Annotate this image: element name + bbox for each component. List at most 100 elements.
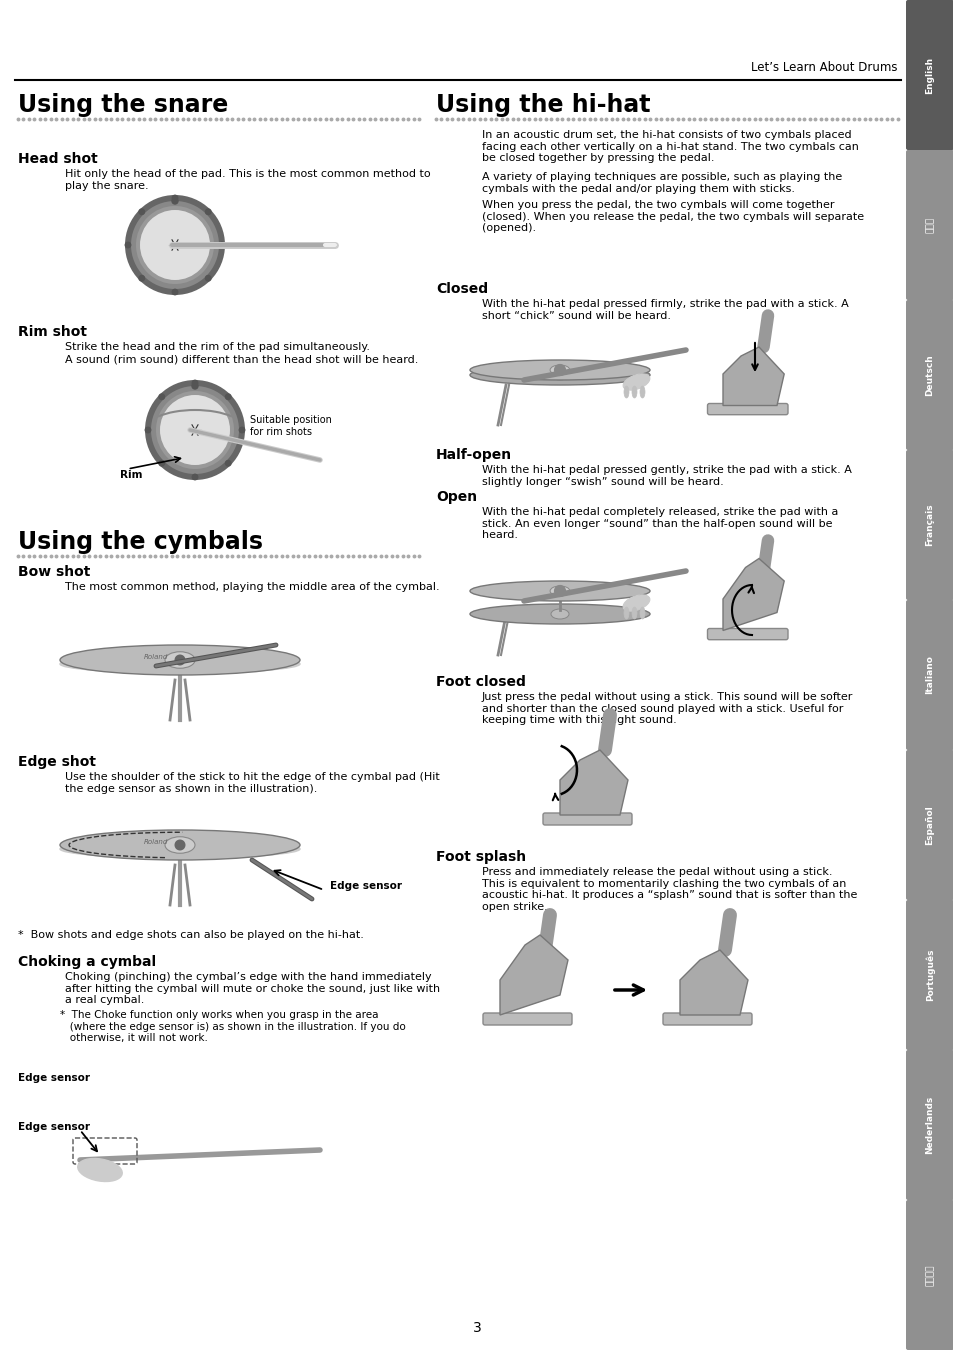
- Circle shape: [125, 194, 225, 296]
- Circle shape: [145, 379, 245, 481]
- Circle shape: [140, 211, 210, 279]
- Text: Use the shoulder of the stick to hit the edge of the cymbal pad (Hit
the edge se: Use the shoulder of the stick to hit the…: [65, 772, 439, 794]
- Circle shape: [193, 381, 197, 386]
- Text: In an acoustic drum set, the hi-hat consists of two cymbals placed
facing each o: In an acoustic drum set, the hi-hat cons…: [481, 130, 858, 163]
- Text: Using the snare: Using the snare: [18, 93, 228, 117]
- Ellipse shape: [631, 608, 637, 620]
- Text: Strike the head and the rim of the pad simultaneously.: Strike the head and the rim of the pad s…: [65, 342, 370, 352]
- Text: 简体中文: 简体中文: [924, 1264, 934, 1285]
- Circle shape: [219, 242, 225, 248]
- Ellipse shape: [551, 370, 568, 379]
- Text: Italiano: Italiano: [924, 656, 934, 694]
- Text: Closed: Closed: [436, 282, 488, 296]
- Ellipse shape: [551, 609, 568, 620]
- FancyBboxPatch shape: [905, 300, 953, 450]
- Text: Head shot: Head shot: [18, 153, 97, 166]
- Circle shape: [172, 196, 177, 201]
- Text: Foot splash: Foot splash: [436, 850, 525, 864]
- Text: A sound (rim sound) different than the head shot will be heard.: A sound (rim sound) different than the h…: [65, 355, 418, 364]
- FancyBboxPatch shape: [482, 1012, 572, 1025]
- Text: Rim: Rim: [120, 470, 142, 481]
- Text: Português: Português: [924, 949, 934, 1002]
- FancyBboxPatch shape: [905, 1200, 953, 1350]
- Ellipse shape: [165, 652, 194, 668]
- Circle shape: [125, 242, 131, 248]
- Ellipse shape: [470, 580, 649, 601]
- Text: 3: 3: [472, 1322, 481, 1335]
- Circle shape: [160, 396, 230, 464]
- Circle shape: [172, 289, 177, 294]
- Text: With the hi-hat pedal pressed firmly, strike the pad with a stick. A
short “chic: With the hi-hat pedal pressed firmly, st…: [481, 298, 848, 320]
- FancyBboxPatch shape: [905, 1050, 953, 1200]
- Circle shape: [131, 201, 219, 289]
- Circle shape: [225, 394, 231, 400]
- Text: Choking a cymbal: Choking a cymbal: [18, 954, 156, 969]
- Ellipse shape: [470, 603, 649, 624]
- FancyBboxPatch shape: [905, 450, 953, 599]
- Ellipse shape: [60, 645, 299, 675]
- Circle shape: [139, 275, 144, 281]
- Text: Choking (pinching) the cymbal’s edge with the hand immediately
after hitting the: Choking (pinching) the cymbal’s edge wit…: [65, 972, 439, 1006]
- Polygon shape: [722, 559, 783, 630]
- Text: Let’s Learn About Drums: Let’s Learn About Drums: [751, 61, 897, 74]
- Text: Edge sensor: Edge sensor: [18, 1073, 90, 1083]
- Circle shape: [193, 474, 197, 479]
- Circle shape: [136, 207, 213, 284]
- Text: Español: Español: [924, 805, 934, 845]
- FancyBboxPatch shape: [905, 900, 953, 1050]
- Circle shape: [139, 209, 144, 215]
- Text: Open: Open: [436, 490, 476, 504]
- Text: Edge sensor: Edge sensor: [18, 1122, 90, 1133]
- Circle shape: [175, 655, 185, 664]
- Circle shape: [192, 383, 198, 389]
- Text: Roland: Roland: [144, 653, 168, 660]
- Text: Français: Français: [924, 504, 934, 547]
- FancyBboxPatch shape: [707, 629, 787, 640]
- Circle shape: [554, 364, 565, 375]
- Ellipse shape: [470, 364, 649, 385]
- Text: When you press the pedal, the two cymbals will come together
(closed). When you : When you press the pedal, the two cymbal…: [481, 200, 863, 234]
- Ellipse shape: [470, 360, 649, 379]
- Polygon shape: [559, 751, 627, 815]
- Circle shape: [239, 427, 245, 433]
- Text: 日本語: 日本語: [924, 217, 934, 234]
- Text: Rim shot: Rim shot: [18, 325, 87, 339]
- Ellipse shape: [550, 586, 569, 595]
- Text: Nederlands: Nederlands: [924, 1096, 934, 1154]
- FancyBboxPatch shape: [905, 150, 953, 300]
- Text: With the hi-hat pedal pressed gently, strike the pad with a stick. A
slightly lo: With the hi-hat pedal pressed gently, st…: [481, 464, 851, 486]
- Text: Roland: Roland: [144, 838, 168, 845]
- Ellipse shape: [623, 608, 628, 620]
- Text: A variety of playing techniques are possible, such as playing the
cymbals with t: A variety of playing techniques are poss…: [481, 171, 841, 193]
- Text: *  The Choke function only works when you grasp in the area
   (where the edge s: * The Choke function only works when you…: [60, 1010, 405, 1044]
- Text: Edge shot: Edge shot: [18, 755, 96, 770]
- Ellipse shape: [78, 1158, 122, 1181]
- Text: Just press the pedal without using a stick. This sound will be softer
and shorte: Just press the pedal without using a sti…: [481, 693, 853, 725]
- Circle shape: [175, 840, 185, 849]
- Text: Half-open: Half-open: [436, 448, 512, 462]
- Ellipse shape: [622, 595, 649, 612]
- Ellipse shape: [165, 837, 194, 853]
- Text: Bow shot: Bow shot: [18, 566, 91, 579]
- Ellipse shape: [639, 608, 644, 620]
- Text: Hit only the head of the pad. This is the most common method to
play the snare.: Hit only the head of the pad. This is th…: [65, 169, 430, 190]
- Circle shape: [145, 427, 151, 433]
- FancyBboxPatch shape: [542, 813, 631, 825]
- FancyBboxPatch shape: [662, 1012, 751, 1025]
- Circle shape: [151, 386, 239, 474]
- Ellipse shape: [623, 386, 628, 398]
- Text: Suitable position
for rim shots: Suitable position for rim shots: [250, 414, 332, 436]
- Text: *  Bow shots and edge shots can also be played on the hi-hat.: * Bow shots and edge shots can also be p…: [18, 930, 363, 940]
- FancyBboxPatch shape: [707, 404, 787, 414]
- Text: Using the hi-hat: Using the hi-hat: [436, 93, 650, 117]
- Circle shape: [225, 460, 231, 466]
- Text: English: English: [924, 57, 934, 93]
- Text: Edge sensor: Edge sensor: [330, 882, 401, 891]
- Circle shape: [554, 586, 565, 597]
- Ellipse shape: [60, 830, 299, 860]
- FancyBboxPatch shape: [905, 599, 953, 751]
- Text: Foot closed: Foot closed: [436, 675, 525, 688]
- Text: Deutsch: Deutsch: [924, 354, 934, 396]
- Ellipse shape: [550, 364, 569, 375]
- Ellipse shape: [631, 386, 637, 398]
